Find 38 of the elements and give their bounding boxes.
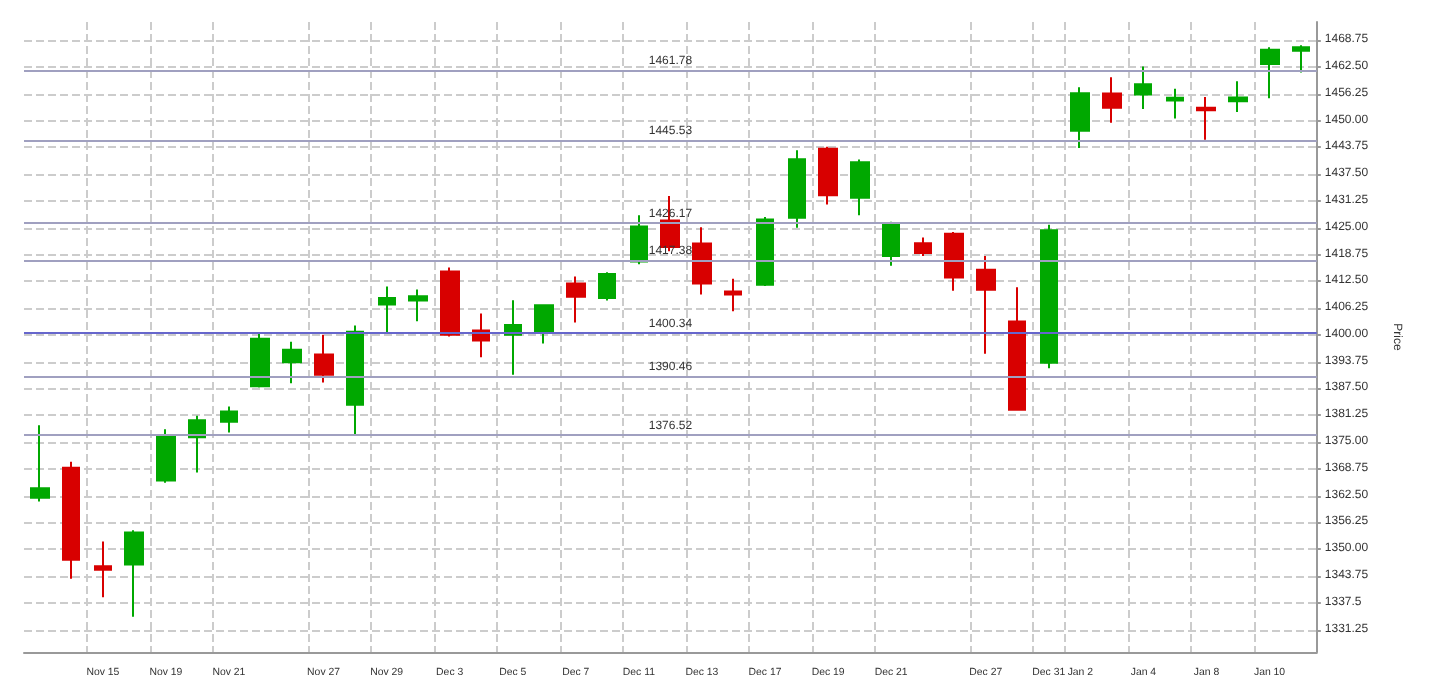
candlestick [756, 216, 774, 287]
candlestick [944, 231, 964, 292]
candlestick [914, 236, 932, 257]
candlestick [630, 214, 648, 266]
candlestick [156, 428, 176, 484]
candlestick [850, 158, 870, 217]
candlestick [408, 288, 428, 323]
candlestick [124, 529, 144, 618]
candlestick [378, 285, 396, 334]
candlestick [534, 303, 554, 345]
candlestick [598, 271, 616, 302]
candlestick [1102, 76, 1122, 124]
candlestick [346, 324, 364, 437]
candlestick [282, 340, 302, 385]
candlestick [1292, 44, 1310, 74]
candlestick [1228, 80, 1248, 113]
candlestick [976, 255, 996, 355]
candlestick [1260, 46, 1280, 100]
candlestick [220, 405, 238, 434]
candlestick [1070, 86, 1090, 149]
candlestick [440, 266, 460, 338]
candlestick [1040, 223, 1058, 370]
candlestick [882, 220, 900, 267]
candlestick [30, 424, 50, 503]
candlestick [724, 277, 742, 313]
candlestick [692, 226, 712, 296]
candlestick [818, 145, 838, 206]
candlestick [188, 414, 206, 474]
candlestick [250, 331, 270, 389]
candlestick [1196, 96, 1216, 141]
candlestick [94, 540, 112, 599]
candlestick [788, 149, 806, 229]
candlestick [1166, 87, 1184, 120]
candlestick [1134, 65, 1152, 110]
candlestick [62, 460, 80, 580]
candlestick [566, 275, 586, 324]
candlestick [314, 333, 334, 384]
candlestick [1008, 286, 1026, 412]
